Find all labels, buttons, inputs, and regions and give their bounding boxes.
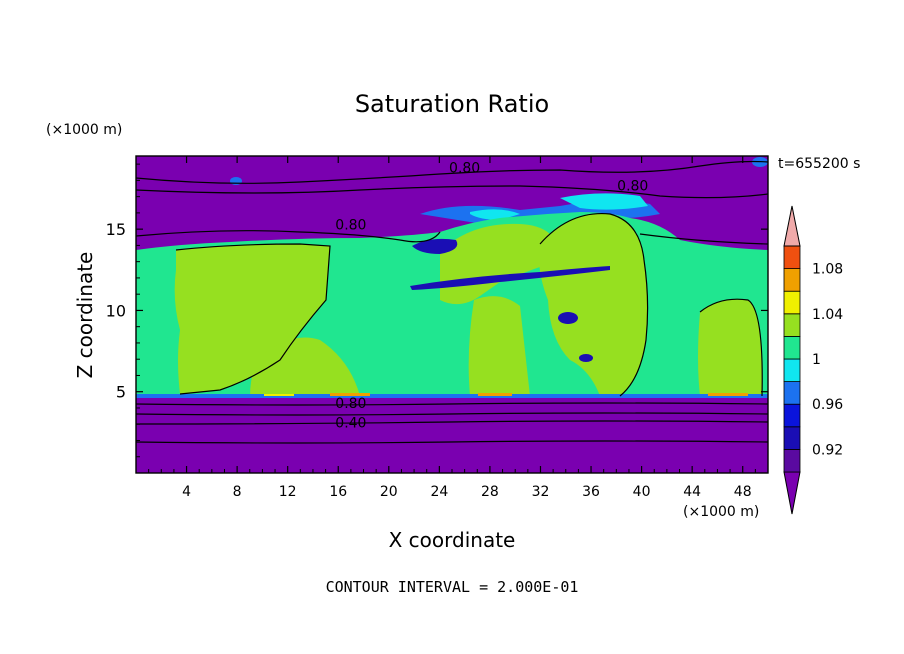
colorbar-label: 1.04 <box>812 307 843 323</box>
field-cell-far-right <box>698 299 763 396</box>
colorbar: 0.92 0.96 1 1.04 1.08 <box>783 205 843 515</box>
chart-title: Saturation Ratio <box>355 90 549 118</box>
contour-interval-footer: CONTOUR INTERVAL = 2.000E-01 <box>326 578 579 596</box>
colorbar-segment <box>783 426 801 450</box>
y-tick-label: 10 <box>106 301 126 320</box>
y-unit-label: (×1000 m) <box>46 122 122 138</box>
field-cell-left <box>174 244 330 394</box>
field-upper-cyan-patches <box>470 193 648 220</box>
contour-label: 0.40 <box>335 416 366 432</box>
x-tick-label: 8 <box>233 484 242 500</box>
field-cell-left-2 <box>250 337 360 396</box>
field-warm-spot-4 <box>264 394 294 396</box>
field-dry-streak <box>410 266 610 290</box>
x-tick-label: 24 <box>430 484 448 500</box>
x-unit-label: (×1000 m) <box>683 504 759 520</box>
colorbar-segment <box>783 268 801 292</box>
y-axis-label: Z coordinate <box>73 252 97 379</box>
colorbar-label: 1.08 <box>812 262 843 278</box>
x-tick-label: 16 <box>329 484 347 500</box>
x-tick-label: 28 <box>481 484 499 500</box>
x-tick-label: 44 <box>683 484 701 500</box>
x-tick-label: 40 <box>633 484 651 500</box>
contour-label: 0.80 <box>335 217 366 233</box>
x-axis: 4 8 12 16 20 24 28 32 36 40 44 48 <box>148 156 756 500</box>
field-cloudbase-band <box>136 394 768 398</box>
field-dry-blob <box>412 238 458 254</box>
x-tick-label: 48 <box>734 484 752 500</box>
colorbar-segment <box>783 290 801 315</box>
colorbar-over-triangle <box>783 205 801 247</box>
field-warm-spot-2 <box>478 393 512 396</box>
colorbar-segment <box>783 358 801 383</box>
colorbar-label: 0.92 <box>812 442 843 458</box>
y-tick-label: 15 <box>106 220 126 239</box>
contour-lines <box>136 160 768 444</box>
x-tick-label: 20 <box>380 484 398 500</box>
colorbar-label: 0.96 <box>812 397 843 413</box>
colorbar-segment <box>783 245 801 270</box>
field-warm-spot-3 <box>708 393 748 396</box>
x-tick-label: 12 <box>279 484 297 500</box>
x-tick-label: 36 <box>582 484 600 500</box>
field-dry-spot <box>558 312 578 324</box>
contour-label: 0.80 <box>617 178 648 194</box>
contour-label: 0.80 <box>335 396 366 412</box>
y-tick-label: 5 <box>116 383 126 402</box>
plot-area: 0.80 0.80 0.80 0.80 0.40 <box>135 155 769 474</box>
colorbar-segment <box>783 381 801 405</box>
y-axis: 5 10 15 <box>106 163 768 458</box>
field-cell-right <box>539 213 648 396</box>
colorbar-segment <box>783 448 801 473</box>
x-axis-label: X coordinate <box>389 528 516 552</box>
colorbar-segment <box>783 335 801 360</box>
colorbar-under-triangle <box>783 471 801 515</box>
colorbar-segment <box>783 403 801 428</box>
field-warm-spot-1 <box>330 393 370 396</box>
field-dry-spot-2 <box>579 354 593 362</box>
contour-label: 0.80 <box>449 160 480 176</box>
colorbar-label: 1 <box>812 352 821 368</box>
colorbar-segment <box>783 313 801 337</box>
time-label: t=655200 s <box>778 156 860 172</box>
field-cell-mid-2 <box>468 296 530 396</box>
x-tick-label: 32 <box>532 484 550 500</box>
x-tick-label: 4 <box>182 484 191 500</box>
contour-labels: 0.80 0.80 0.80 0.80 0.40 <box>335 160 648 431</box>
